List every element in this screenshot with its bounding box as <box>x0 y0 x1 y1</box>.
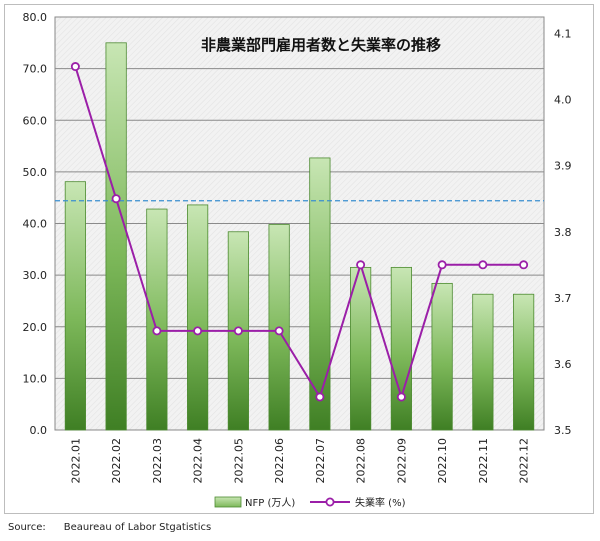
bar <box>350 266 372 431</box>
left-tick-label: 70.0 <box>23 63 48 76</box>
legend-swatch-bar <box>214 496 242 508</box>
line-marker <box>396 392 406 402</box>
line-series <box>70 62 529 402</box>
x-tick-label: 2022.09 <box>395 438 408 484</box>
x-tick-label: 2022.06 <box>273 438 286 484</box>
left-tick-label: 40.0 <box>23 218 48 231</box>
source-label: Source: <box>8 522 46 533</box>
bar <box>431 282 453 431</box>
right-tick-label: 3.6 <box>554 358 572 371</box>
chart-frame: 0.0 10.0 20.0 30.0 40.0 50.0 60.0 70.0 80.0 3.5 3… <box>4 4 594 514</box>
left-tick-label: 50.0 <box>23 166 48 179</box>
left-tick-label: 20.0 <box>23 321 48 334</box>
bar <box>105 42 127 431</box>
x-tick-label: 2022.11 <box>477 438 490 484</box>
bar <box>64 181 86 431</box>
legend: NFP (万人) 失業率 (%) <box>214 496 406 509</box>
legend-label-bar: NFP (万人) <box>245 497 295 509</box>
left-tick-label: 30.0 <box>23 269 48 282</box>
gridlines <box>55 16 544 379</box>
right-tick-label: 3.8 <box>554 226 572 239</box>
bar <box>513 293 535 431</box>
right-tick-label: 3.5 <box>554 424 572 437</box>
legend-swatch-marker <box>325 497 335 507</box>
line-marker <box>437 260 447 270</box>
x-tick-label: 2022.12 <box>518 438 531 484</box>
line-marker <box>274 326 284 336</box>
right-axis: 3.5 3.6 3.7 3.8 3.9 4.0 4.1 <box>554 28 572 437</box>
unemployment-line <box>74 66 524 401</box>
line-marker <box>111 194 121 204</box>
line-marker <box>356 260 366 270</box>
source-note: Source: Beaureau of Labor Stgatistics <box>8 522 211 533</box>
x-axis: 2022.01 2022.02 2022.03 2022.04 2022.05 2022.… <box>69 438 530 484</box>
x-tick-label: 2022.02 <box>110 438 123 484</box>
line-marker <box>233 326 243 336</box>
line-marker <box>478 260 488 270</box>
left-tick-label: 80.0 <box>23 11 48 24</box>
line-marker <box>315 392 325 402</box>
left-tick-label: 10.0 <box>23 372 48 385</box>
x-tick-label: 2022.01 <box>69 438 82 484</box>
bar <box>309 157 331 431</box>
x-tick-label: 2022.08 <box>355 438 368 484</box>
left-tick-label: 60.0 <box>23 114 48 127</box>
x-tick-label: 2022.03 <box>151 438 164 484</box>
right-tick-label: 4.1 <box>554 28 572 41</box>
bar <box>146 208 168 431</box>
legend-label-line: 失業率 (%) <box>355 496 406 509</box>
line-marker <box>519 260 529 270</box>
x-tick-label: 2022.07 <box>314 438 327 484</box>
x-tick-label: 2022.05 <box>232 438 245 484</box>
bar <box>472 293 494 431</box>
right-tick-label: 3.7 <box>554 292 572 305</box>
x-tick-label: 2022.04 <box>192 438 205 484</box>
chart-title: 非農業部門雇用者数と失業率の推移 <box>201 36 441 54</box>
line-marker <box>70 62 80 72</box>
bar <box>390 266 412 431</box>
right-tick-label: 4.0 <box>554 94 572 107</box>
source-text: Beaureau of Labor Stgatistics <box>63 522 212 533</box>
right-tick-label: 3.9 <box>554 160 572 173</box>
left-tick-label: 0.0 <box>30 424 48 437</box>
chart-svg: 0.010.020.030.040.050.060.070.080.0 3.53… <box>23 11 572 509</box>
x-tick-label: 2022.10 <box>436 438 449 484</box>
line-marker <box>152 326 162 336</box>
line-marker <box>193 326 203 336</box>
bar <box>187 204 209 431</box>
left-axis: 0.0 10.0 20.0 30.0 40.0 50.0 60.0 70.0 80.0 <box>23 11 48 437</box>
